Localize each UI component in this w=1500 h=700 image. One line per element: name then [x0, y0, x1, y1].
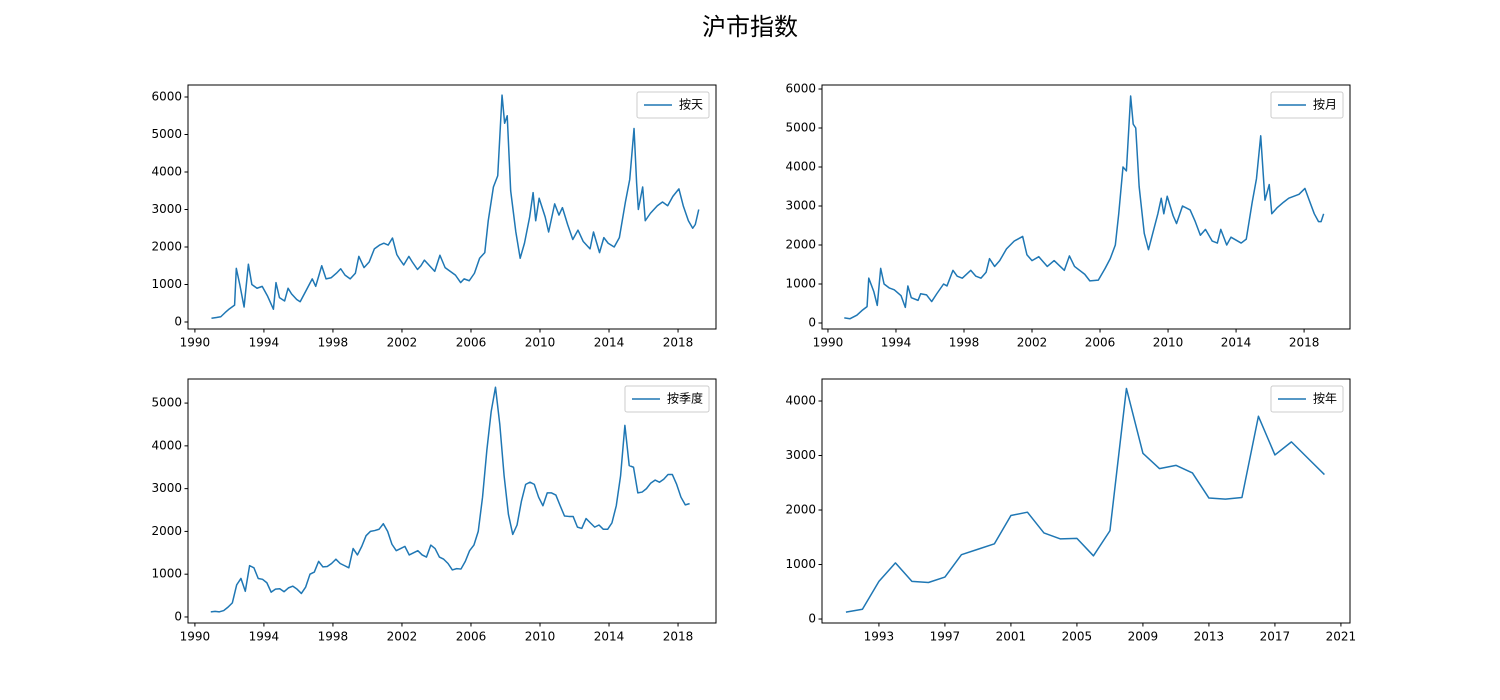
x-tick-label: 1997: [930, 630, 961, 644]
y-tick-label: 0: [808, 612, 816, 626]
x-tick-label: 1990: [813, 336, 844, 350]
y-tick-label: 3000: [785, 448, 816, 462]
x-tick-label: 2018: [1289, 336, 1320, 350]
x-tick-label: 2014: [594, 336, 625, 350]
plot-area: [211, 94, 700, 319]
x-tick-label: 1998: [318, 630, 349, 644]
x-tick-label: 1994: [881, 336, 912, 350]
x-tick-label: 2002: [387, 630, 418, 644]
axes-frame: [187, 378, 717, 624]
y-tick-label: 4000: [785, 394, 816, 408]
y-tick-label: 5000: [151, 396, 182, 410]
legend: 按年: [1270, 385, 1344, 413]
y-tick-label: 1000: [151, 567, 182, 581]
data-line: [210, 386, 690, 613]
x-tick-label: 2010: [525, 630, 556, 644]
y-tick-label: 3000: [151, 481, 182, 495]
x-tick-label: 1994: [249, 336, 280, 350]
x-tick-label: 1993: [864, 630, 895, 644]
y-tick-label: 6000: [151, 89, 182, 103]
y-tick-label: 0: [808, 315, 816, 329]
legend: 按月: [1270, 91, 1344, 119]
legend-label: 按天: [679, 98, 703, 112]
y-tick-label: 5000: [151, 127, 182, 141]
y-tick-label: 0: [174, 609, 182, 623]
legend-label: 按季度: [667, 391, 703, 406]
y-tick-label: 2000: [785, 503, 816, 517]
x-tick-label: 2009: [1128, 630, 1159, 644]
data-line: [211, 94, 700, 319]
x-tick-label: 2006: [1085, 336, 1116, 350]
data-line: [844, 95, 1325, 320]
x-tick-label: 2013: [1194, 630, 1225, 644]
x-tick-label: 2002: [387, 336, 418, 350]
figure-title: 沪市指数: [702, 13, 798, 41]
y-tick-label: 0: [174, 314, 182, 328]
plot-area: [210, 386, 690, 613]
legend: 按季度: [624, 385, 710, 413]
axes-frame: [821, 84, 1351, 330]
y-tick-label: 4000: [785, 160, 816, 174]
x-tick-label: 2018: [663, 630, 694, 644]
x-tick-label: 1998: [949, 336, 980, 350]
y-tick-label: 1000: [151, 277, 182, 291]
data-line: [845, 387, 1325, 613]
x-tick-label: 2002: [1017, 336, 1048, 350]
y-tick-label: 4000: [151, 164, 182, 178]
legend-label: 按年: [1313, 392, 1337, 406]
y-tick-label: 2000: [785, 238, 816, 252]
x-tick-label: 2001: [996, 630, 1027, 644]
y-tick-label: 2000: [151, 239, 182, 253]
legend-box: [636, 91, 710, 119]
y-tick-label: 3000: [785, 199, 816, 213]
x-tick-label: 2017: [1260, 630, 1291, 644]
x-tick-label: 2005: [1062, 630, 1093, 644]
y-tick-label: 4000: [151, 438, 182, 452]
x-tick-label: 1990: [180, 336, 211, 350]
y-tick-label: 6000: [785, 82, 816, 96]
x-tick-label: 2010: [525, 336, 556, 350]
x-tick-label: 1998: [318, 336, 349, 350]
x-tick-label: 2021: [1326, 630, 1357, 644]
plot-area: [845, 387, 1325, 613]
plot-area: [844, 95, 1325, 320]
legend: 按天: [636, 91, 710, 119]
y-tick-label: 1000: [785, 276, 816, 290]
x-tick-label: 2006: [456, 630, 487, 644]
y-tick-label: 2000: [151, 524, 182, 538]
x-tick-label: 2018: [663, 336, 694, 350]
y-tick-label: 1000: [785, 557, 816, 571]
legend-box: [624, 385, 710, 413]
x-tick-label: 1990: [180, 630, 211, 644]
axes-frame: [821, 378, 1351, 624]
y-tick-label: 3000: [151, 202, 182, 216]
y-tick-label: 5000: [785, 121, 816, 135]
x-tick-label: 2010: [1153, 336, 1184, 350]
legend-label: 按月: [1313, 98, 1337, 112]
x-tick-label: 1994: [249, 630, 280, 644]
x-tick-label: 2006: [456, 336, 487, 350]
axes-frame: [187, 84, 717, 330]
x-tick-label: 2014: [1221, 336, 1252, 350]
x-tick-label: 2014: [594, 630, 625, 644]
legend-box: [1270, 91, 1344, 119]
legend-box: [1270, 385, 1344, 413]
